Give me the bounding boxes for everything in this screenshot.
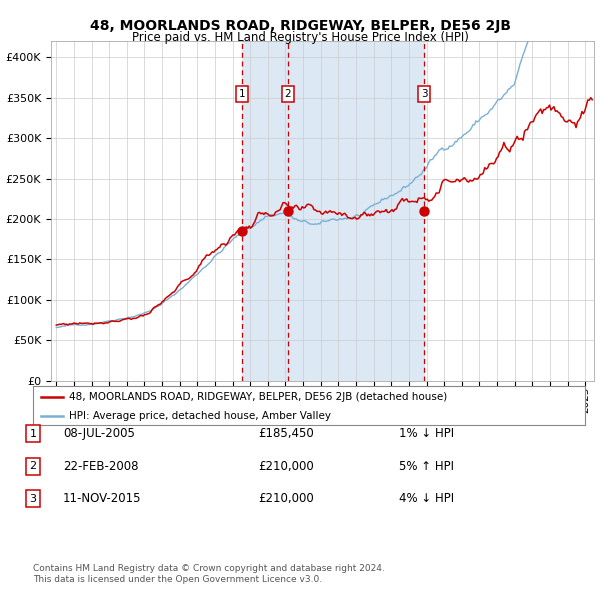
Text: 48, MOORLANDS ROAD, RIDGEWAY, BELPER, DE56 2JB (detached house): 48, MOORLANDS ROAD, RIDGEWAY, BELPER, DE… bbox=[69, 392, 447, 402]
Text: 3: 3 bbox=[29, 494, 37, 503]
Text: £185,450: £185,450 bbox=[258, 427, 314, 440]
Text: 1% ↓ HPI: 1% ↓ HPI bbox=[399, 427, 454, 440]
Text: This data is licensed under the Open Government Licence v3.0.: This data is licensed under the Open Gov… bbox=[33, 575, 322, 584]
Text: 48, MOORLANDS ROAD, RIDGEWAY, BELPER, DE56 2JB: 48, MOORLANDS ROAD, RIDGEWAY, BELPER, DE… bbox=[89, 19, 511, 33]
Text: 2: 2 bbox=[284, 89, 291, 99]
Text: 1: 1 bbox=[238, 89, 245, 99]
Text: Price paid vs. HM Land Registry's House Price Index (HPI): Price paid vs. HM Land Registry's House … bbox=[131, 31, 469, 44]
Text: 22-FEB-2008: 22-FEB-2008 bbox=[63, 460, 139, 473]
Text: 4% ↓ HPI: 4% ↓ HPI bbox=[399, 492, 454, 505]
Text: 5% ↑ HPI: 5% ↑ HPI bbox=[399, 460, 454, 473]
Text: £210,000: £210,000 bbox=[258, 460, 314, 473]
Text: HPI: Average price, detached house, Amber Valley: HPI: Average price, detached house, Ambe… bbox=[69, 411, 331, 421]
Text: 08-JUL-2005: 08-JUL-2005 bbox=[63, 427, 135, 440]
Bar bbox=[242, 41, 288, 381]
Text: 2: 2 bbox=[29, 461, 37, 471]
Text: Contains HM Land Registry data © Crown copyright and database right 2024.: Contains HM Land Registry data © Crown c… bbox=[33, 565, 385, 573]
Text: 3: 3 bbox=[421, 89, 427, 99]
Text: 11-NOV-2015: 11-NOV-2015 bbox=[63, 492, 142, 505]
Bar bbox=[288, 41, 424, 381]
Text: 1: 1 bbox=[29, 429, 37, 438]
Text: £210,000: £210,000 bbox=[258, 492, 314, 505]
